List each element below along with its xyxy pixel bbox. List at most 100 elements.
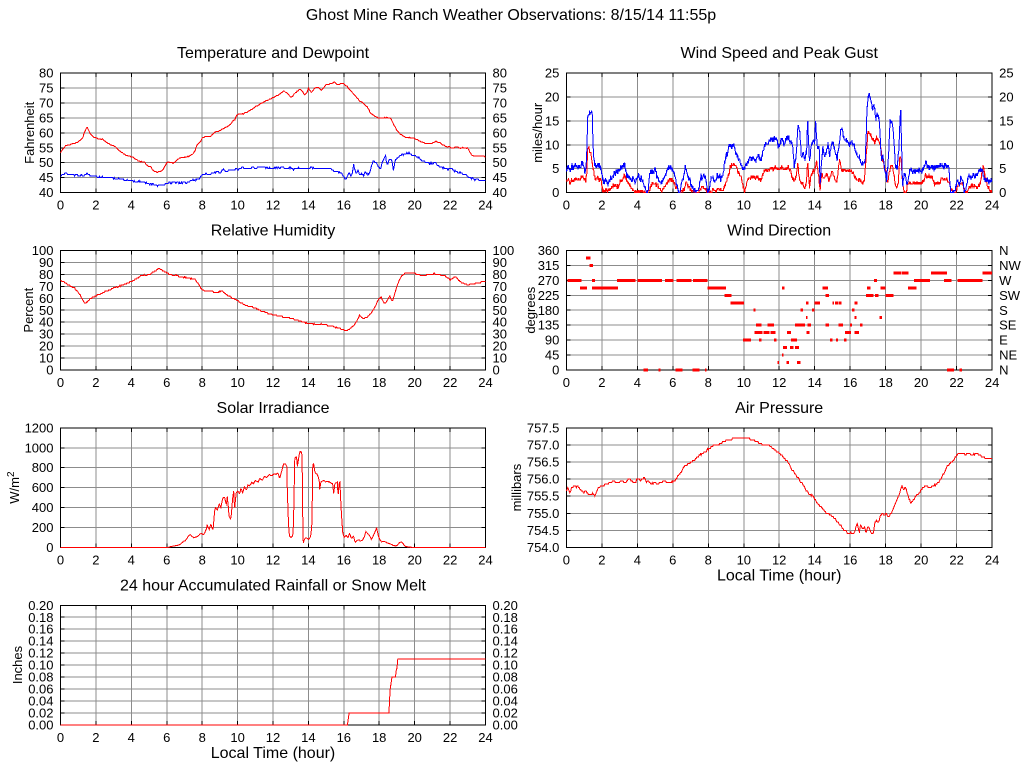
svg-text:6: 6 [163, 730, 170, 745]
svg-text:20: 20 [493, 339, 507, 354]
svg-text:Air Pressure: Air Pressure [735, 400, 823, 417]
svg-text:14: 14 [807, 552, 821, 567]
svg-text:80: 80 [493, 66, 507, 81]
svg-text:15: 15 [545, 113, 559, 128]
svg-text:20: 20 [914, 552, 928, 567]
svg-text:8: 8 [199, 730, 206, 745]
svg-text:16: 16 [337, 198, 351, 213]
svg-text:90: 90 [39, 255, 53, 270]
svg-text:0.06: 0.06 [28, 681, 53, 696]
svg-text:45: 45 [39, 170, 53, 185]
svg-text:22: 22 [443, 375, 457, 390]
svg-text:6: 6 [163, 198, 170, 213]
svg-text:4: 4 [128, 198, 135, 213]
svg-text:miles/hour: miles/hour [530, 102, 545, 163]
svg-text:16: 16 [337, 552, 351, 567]
svg-text:50: 50 [493, 155, 507, 170]
svg-text:12: 12 [266, 198, 280, 213]
svg-text:0.00: 0.00 [493, 717, 518, 732]
svg-text:0: 0 [46, 363, 53, 378]
svg-text:100: 100 [32, 243, 54, 258]
svg-text:16: 16 [843, 375, 857, 390]
svg-text:4: 4 [128, 375, 135, 390]
svg-text:22: 22 [443, 198, 457, 213]
svg-text:24: 24 [478, 552, 492, 567]
svg-text:Relative Humidity: Relative Humidity [211, 223, 335, 240]
svg-text:25: 25 [999, 66, 1013, 81]
svg-text:45: 45 [545, 348, 559, 363]
svg-text:24 hour Accumulated Rainfall o: 24 hour Accumulated Rainfall or Snow Mel… [120, 577, 426, 594]
svg-text:SW: SW [999, 288, 1021, 303]
svg-text:6: 6 [163, 552, 170, 567]
svg-text:millibars: millibars [509, 463, 524, 511]
svg-text:2: 2 [92, 730, 99, 745]
svg-text:40: 40 [39, 315, 53, 330]
svg-text:55: 55 [493, 140, 507, 155]
svg-text:1200: 1200 [25, 420, 54, 435]
svg-text:75: 75 [493, 81, 507, 96]
svg-text:22: 22 [949, 552, 963, 567]
svg-text:10: 10 [737, 198, 751, 213]
svg-text:20: 20 [999, 90, 1013, 105]
svg-text:N: N [999, 243, 1008, 258]
svg-text:800: 800 [32, 460, 54, 475]
svg-text:70: 70 [39, 96, 53, 111]
svg-text:14: 14 [301, 375, 315, 390]
svg-text:14: 14 [301, 198, 315, 213]
svg-text:6: 6 [163, 375, 170, 390]
svg-text:0.14: 0.14 [28, 634, 53, 649]
svg-text:0: 0 [46, 540, 53, 555]
svg-text:4: 4 [128, 730, 135, 745]
svg-text:50: 50 [39, 303, 53, 318]
svg-text:135: 135 [538, 318, 560, 333]
svg-text:360: 360 [538, 243, 560, 258]
svg-text:5: 5 [999, 161, 1006, 176]
svg-text:400: 400 [32, 500, 54, 515]
svg-text:14: 14 [301, 730, 315, 745]
svg-text:2: 2 [598, 198, 605, 213]
svg-text:40: 40 [493, 315, 507, 330]
svg-text:W: W [999, 273, 1012, 288]
svg-text:22: 22 [949, 198, 963, 213]
svg-text:Wind Speed and Peak Gust: Wind Speed and Peak Gust [680, 45, 878, 62]
svg-text:16: 16 [843, 552, 857, 567]
svg-text:100: 100 [493, 243, 515, 258]
svg-text:70: 70 [39, 279, 53, 294]
svg-text:0.04: 0.04 [28, 693, 53, 708]
svg-text:2: 2 [598, 552, 605, 567]
svg-text:12: 12 [266, 552, 280, 567]
svg-text:0: 0 [57, 198, 64, 213]
svg-text:10: 10 [230, 730, 244, 745]
svg-text:200: 200 [32, 520, 54, 535]
svg-text:2: 2 [92, 375, 99, 390]
svg-text:60: 60 [493, 125, 507, 140]
svg-text:4: 4 [634, 198, 641, 213]
svg-text:18: 18 [878, 198, 892, 213]
svg-text:225: 225 [538, 288, 560, 303]
svg-text:18: 18 [372, 198, 386, 213]
svg-text:4: 4 [128, 552, 135, 567]
svg-text:0.20: 0.20 [493, 598, 518, 613]
svg-text:270: 270 [538, 273, 560, 288]
svg-text:NE: NE [999, 348, 1017, 363]
svg-text:Percent: Percent [21, 287, 36, 332]
svg-text:16: 16 [843, 198, 857, 213]
svg-text:NW: NW [999, 258, 1021, 273]
svg-text:30: 30 [493, 327, 507, 342]
svg-text:2: 2 [92, 198, 99, 213]
svg-text:757.5: 757.5 [527, 420, 560, 435]
svg-text:60: 60 [493, 291, 507, 306]
svg-text:0.16: 0.16 [28, 622, 53, 637]
svg-text:20: 20 [407, 375, 421, 390]
svg-text:12: 12 [266, 730, 280, 745]
svg-text:8: 8 [705, 198, 712, 213]
svg-text:24: 24 [985, 552, 999, 567]
svg-text:16: 16 [337, 730, 351, 745]
svg-text:8: 8 [199, 198, 206, 213]
svg-text:60: 60 [39, 291, 53, 306]
svg-text:4: 4 [634, 375, 641, 390]
svg-text:6: 6 [669, 552, 676, 567]
svg-text:65: 65 [39, 110, 53, 125]
svg-text:90: 90 [545, 333, 559, 348]
svg-text:0: 0 [999, 185, 1006, 200]
